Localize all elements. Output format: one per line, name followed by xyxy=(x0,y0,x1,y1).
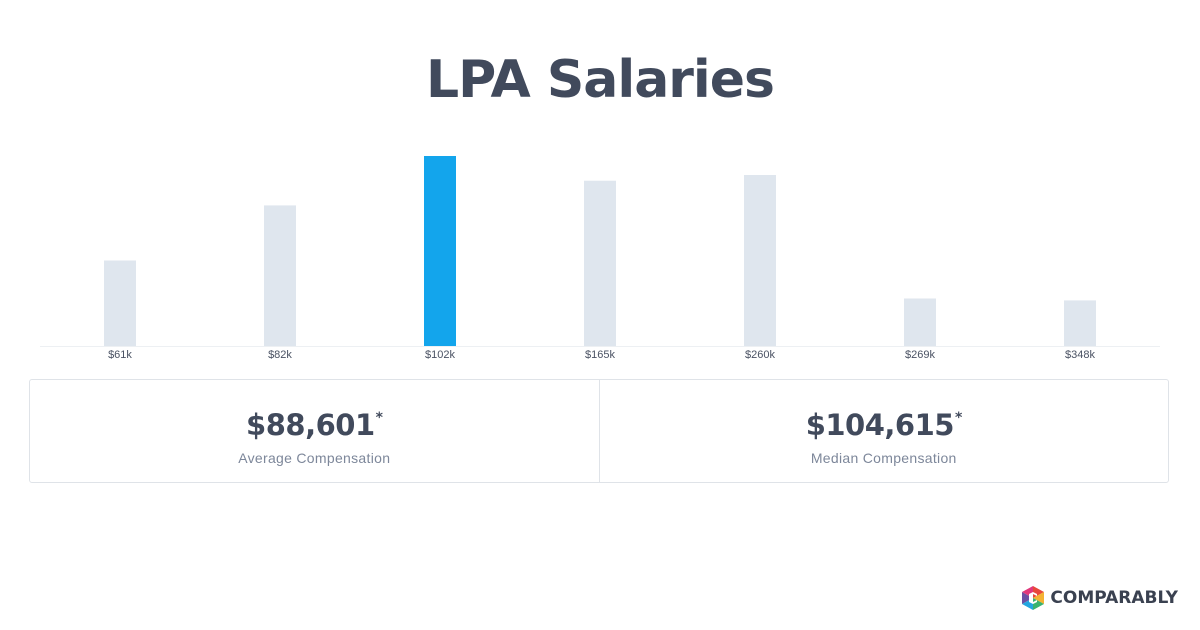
x-tick-label: $260k xyxy=(745,349,775,361)
bar-82k xyxy=(264,205,296,346)
median-compensation-value: $104,615 xyxy=(805,408,955,442)
median-compensation-label: Median Compensation xyxy=(810,450,957,466)
brand-logo[interactable]: COMPARABLY xyxy=(1020,586,1178,610)
average-compensation-label: Average Compensation xyxy=(238,450,391,466)
brand-name: COMPARABLY xyxy=(1050,588,1178,608)
page-title: LPA Salaries xyxy=(426,50,775,110)
x-tick-label: $82k xyxy=(268,349,292,361)
x-tick-label: $102k xyxy=(425,349,455,361)
compensation-stats: $88,601* Average Compensation $104,615* … xyxy=(29,379,1169,483)
median-compensation-footnote-marker: * xyxy=(954,410,962,426)
bar-348k xyxy=(1064,300,1096,346)
bar-61k xyxy=(104,260,136,346)
x-tick-label: $165k xyxy=(585,349,615,361)
x-tick-label: $348k xyxy=(1065,349,1095,361)
bar-260k xyxy=(744,175,776,346)
average-compensation-value: $88,601 xyxy=(246,408,375,442)
bar-165k xyxy=(584,180,616,346)
average-compensation: $88,601* Average Compensation xyxy=(30,380,599,482)
x-tick-label: $269k xyxy=(905,349,935,361)
average-compensation-footnote-marker: * xyxy=(375,410,383,426)
comparably-logo-icon xyxy=(1022,586,1045,610)
median-compensation: $104,615* Median Compensation xyxy=(598,380,1169,482)
bar-269k xyxy=(904,298,936,346)
x-tick-label: $61k xyxy=(108,349,132,361)
bar-102k xyxy=(424,156,456,346)
salary-chart: $61k $82k $102k $165k $260k $269k $348k xyxy=(40,156,1160,361)
